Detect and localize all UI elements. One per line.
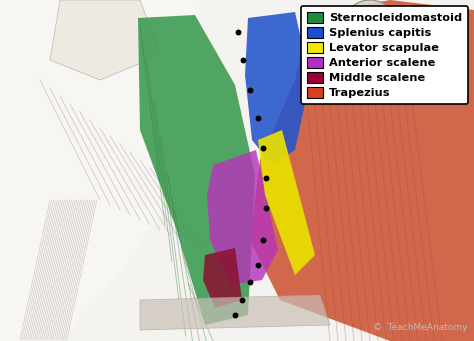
- Point: [259, 145, 267, 151]
- Point: [246, 87, 254, 93]
- Point: [246, 279, 254, 285]
- Point: [239, 57, 247, 63]
- Legend: Sternocleidomastoid, Splenius capitis, Levator scapulae, Anterior scalene, Middl: Sternocleidomastoid, Splenius capitis, L…: [301, 6, 468, 104]
- Point: [231, 312, 239, 318]
- Text: ©  TeachMeAnatomy: © TeachMeAnatomy: [374, 323, 468, 332]
- Polygon shape: [50, 0, 160, 80]
- Point: [234, 29, 242, 35]
- Point: [254, 115, 262, 121]
- Point: [238, 297, 246, 303]
- Polygon shape: [138, 15, 255, 325]
- Polygon shape: [207, 150, 278, 285]
- Polygon shape: [258, 130, 315, 275]
- Point: [262, 205, 270, 211]
- Polygon shape: [203, 248, 242, 308]
- Point: [262, 175, 270, 181]
- Polygon shape: [140, 295, 330, 330]
- Wedge shape: [342, 0, 396, 38]
- Polygon shape: [250, 0, 474, 341]
- Polygon shape: [0, 0, 200, 341]
- Point: [259, 237, 267, 243]
- Polygon shape: [245, 12, 310, 165]
- Point: [254, 262, 262, 268]
